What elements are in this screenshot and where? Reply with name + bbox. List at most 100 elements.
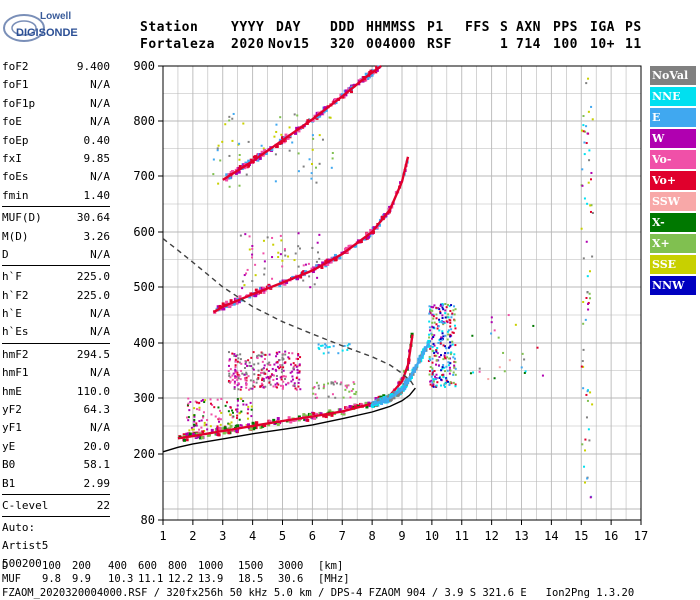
echo-point bbox=[440, 354, 443, 357]
echo-point bbox=[233, 353, 236, 356]
legend-entry: X- bbox=[650, 213, 696, 232]
echo-point bbox=[257, 376, 260, 379]
echo-point bbox=[224, 123, 227, 126]
echo-point bbox=[295, 377, 298, 380]
echo-point bbox=[439, 340, 442, 343]
echo-point bbox=[590, 204, 593, 207]
echo-point bbox=[431, 321, 434, 324]
echo-point bbox=[587, 302, 590, 305]
echo-point bbox=[265, 368, 268, 371]
header-label: S bbox=[500, 20, 509, 35]
echo-point bbox=[300, 271, 304, 275]
echo-point bbox=[331, 157, 334, 160]
echo-point bbox=[296, 277, 300, 281]
x-tick-label: 17 bbox=[634, 529, 648, 543]
echo-point bbox=[263, 353, 266, 356]
echo-point bbox=[234, 171, 238, 175]
echo-point bbox=[448, 305, 451, 308]
echo-point bbox=[352, 388, 355, 391]
echo-point bbox=[431, 349, 434, 352]
echo-point bbox=[581, 184, 584, 187]
echo-point bbox=[200, 426, 203, 429]
echo-point bbox=[276, 417, 280, 421]
echo-point bbox=[250, 256, 253, 259]
y-tick-label: 900 bbox=[133, 59, 155, 73]
echo-point bbox=[447, 346, 450, 349]
echo-point bbox=[442, 304, 445, 307]
y-tick-label: 800 bbox=[133, 114, 155, 128]
echo-point bbox=[275, 377, 278, 380]
parameter-name: foF2 bbox=[2, 60, 29, 73]
echo-point bbox=[194, 400, 197, 403]
echo-point bbox=[304, 414, 308, 418]
echo-point bbox=[288, 149, 291, 152]
parameter-value: N/A bbox=[90, 421, 110, 435]
echo-point bbox=[238, 374, 241, 377]
header-label: AXN bbox=[516, 20, 541, 35]
parameter-value: N/A bbox=[90, 366, 110, 380]
echo-point bbox=[261, 352, 264, 355]
echo-point bbox=[582, 301, 585, 304]
echo-point bbox=[541, 374, 544, 377]
echo-point bbox=[348, 343, 351, 346]
header-value: 2020 bbox=[231, 37, 265, 52]
echo-point bbox=[203, 424, 206, 427]
echo-point bbox=[247, 408, 250, 411]
echo-point bbox=[194, 424, 197, 427]
echo-point bbox=[472, 371, 475, 374]
echo-point bbox=[588, 149, 591, 152]
echo-point bbox=[245, 403, 248, 406]
parameter-name: hmF1 bbox=[2, 366, 29, 380]
echo-point bbox=[239, 388, 242, 391]
echo-point bbox=[248, 235, 251, 238]
echo-point bbox=[587, 301, 590, 304]
autoscaling-line: Artist5 bbox=[2, 539, 49, 553]
echo-point bbox=[452, 331, 455, 334]
echo-point bbox=[435, 384, 438, 387]
echo-point bbox=[229, 376, 232, 379]
echo-point bbox=[386, 395, 390, 399]
echo-point bbox=[257, 362, 260, 365]
echo-point bbox=[443, 345, 446, 348]
header-label: DDD bbox=[330, 20, 355, 35]
echo-point bbox=[325, 344, 328, 347]
echo-point bbox=[236, 371, 239, 374]
echo-point bbox=[392, 391, 396, 395]
trace-2nd-hop bbox=[213, 156, 410, 314]
echo-point bbox=[247, 375, 250, 378]
trace-model-profile bbox=[162, 387, 416, 453]
echo-point bbox=[454, 383, 457, 386]
parameter-value: 1.40 bbox=[83, 188, 111, 202]
echo-point bbox=[444, 334, 447, 337]
echo-point bbox=[243, 373, 246, 376]
echo-point bbox=[341, 349, 344, 352]
echo-point bbox=[317, 346, 320, 349]
parameter-row: foF1p N/A bbox=[2, 95, 110, 113]
echo-point bbox=[453, 360, 456, 363]
echo-point bbox=[229, 424, 233, 428]
echo-point bbox=[240, 362, 243, 365]
echo-point bbox=[234, 360, 237, 363]
parameter-row: yE 20.0 bbox=[2, 438, 110, 456]
echo-point bbox=[192, 428, 195, 431]
echo-point bbox=[403, 386, 407, 390]
echo-point bbox=[431, 313, 434, 316]
echo-point bbox=[202, 416, 205, 419]
parameter-separator bbox=[2, 206, 110, 208]
echo-point bbox=[588, 292, 591, 295]
echo-point bbox=[236, 404, 239, 407]
echo-point bbox=[231, 352, 234, 355]
echo-point bbox=[429, 347, 432, 350]
echo-point bbox=[276, 382, 279, 385]
header-label: YYYY bbox=[231, 20, 265, 35]
echo-point bbox=[287, 352, 290, 355]
echo-point bbox=[454, 344, 457, 347]
echo-point bbox=[281, 259, 284, 262]
echo-point bbox=[321, 344, 324, 347]
x-tick-label: 13 bbox=[514, 529, 528, 543]
echo-point bbox=[371, 404, 375, 408]
echo-point bbox=[453, 319, 456, 322]
echo-point bbox=[454, 373, 457, 376]
echo-point bbox=[281, 364, 284, 367]
parameter-name: B1 bbox=[2, 476, 16, 490]
